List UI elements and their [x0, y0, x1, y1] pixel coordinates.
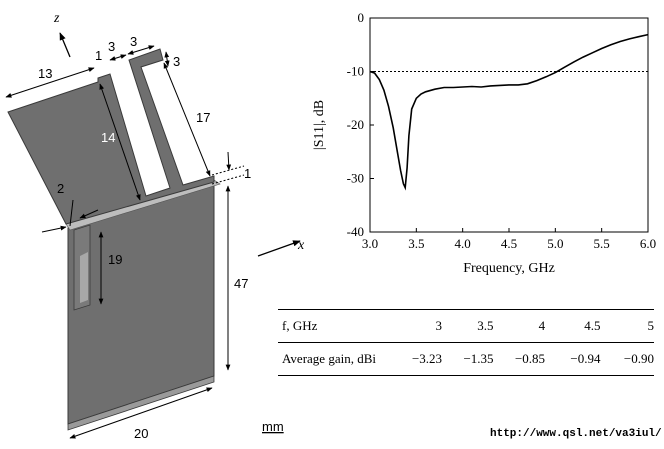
x-tick-label: 4.0 — [455, 236, 471, 251]
source-url[interactable]: http://www.qsl.net/va3iul/ — [490, 428, 662, 440]
x-tick-label: 4.5 — [501, 236, 517, 251]
gain-header: Average gain, dBi — [278, 342, 399, 376]
y-tick-label: -40 — [347, 224, 364, 239]
dim-20: 20 — [134, 426, 148, 441]
table-row: f, GHz 3 3.5 4 4.5 5 — [278, 309, 654, 343]
y-tick-label: -30 — [347, 171, 364, 186]
freq-cell: 5 — [600, 309, 654, 343]
dim-14: 14 — [101, 130, 115, 145]
dim-17: 17 — [196, 110, 210, 125]
gain-cell: −0.85 — [493, 342, 546, 376]
dim-47: 47 — [234, 276, 248, 291]
axis-z-label: z — [53, 11, 60, 26]
freq-cell: 3.5 — [442, 309, 494, 343]
dim-3-b: 3 — [130, 34, 137, 49]
dim-3-c: 3 — [173, 54, 180, 69]
gain-table: f, GHz 3 3.5 4 4.5 5 Average gain, dBi −… — [278, 309, 654, 376]
feed-highlight — [80, 252, 88, 303]
y-ticks: 0 -10 -20 -30 -40 — [347, 10, 374, 239]
table-row: Average gain, dBi −3.23 −1.35 −0.85 −0.9… — [278, 342, 654, 376]
dim-13: 13 — [38, 66, 52, 81]
y-axis-label: |S11|, dB — [312, 100, 327, 150]
x-tick-label: 6.0 — [640, 236, 656, 251]
y-tick-label: 0 — [358, 10, 365, 25]
dim-1-slot: 1 — [95, 48, 102, 63]
unit-label: mm — [262, 419, 284, 434]
gain-cell: −3.23 — [398, 342, 443, 376]
y-tick-label: -20 — [347, 117, 364, 132]
gain-cell: −1.35 — [442, 342, 494, 376]
dim-2: 2 — [57, 181, 64, 196]
plot-frame — [369, 17, 649, 233]
x-tick-label: 5.5 — [594, 236, 610, 251]
dim-1-gap: 1 — [244, 166, 251, 181]
x-tick-label: 5.0 — [547, 236, 563, 251]
freq-cell: 4 — [493, 309, 546, 343]
antenna-drawing: z x 13 1 3 3 3 14 17 1 2 19 47 20 mm — [5, 11, 305, 441]
s11-chart: 3.0 3.5 4.0 4.5 5.0 5.5 6.0 0 -10 -20 -30 -40 Freq… — [312, 10, 656, 276]
axis-x-label: x — [297, 238, 305, 253]
dim-19: 19 — [108, 252, 122, 267]
x-axis-label: Frequency, GHz — [463, 261, 555, 276]
freq-cell: 4.5 — [545, 309, 601, 343]
gain-cell: −0.90 — [600, 342, 654, 376]
s11-series-line — [369, 33, 649, 191]
dim-3-a: 3 — [108, 39, 115, 54]
x-tick-label: 3.5 — [408, 236, 424, 251]
x-tick-label: 3.0 — [362, 236, 378, 251]
y-tick-label: -10 — [347, 64, 364, 79]
x-ticks: 3.0 3.5 4.0 4.5 5.0 5.5 6.0 — [362, 228, 656, 251]
gain-cell: −0.94 — [545, 342, 601, 376]
freq-header: f, GHz — [278, 309, 399, 343]
freq-cell: 3 — [398, 309, 443, 343]
